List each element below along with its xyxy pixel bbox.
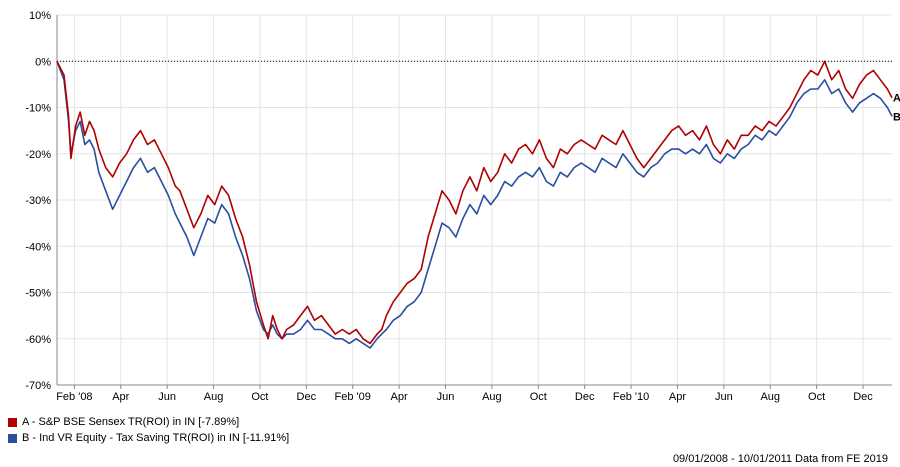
y-tick-label: -60% xyxy=(25,334,51,346)
y-tick-label: -40% xyxy=(25,241,51,253)
x-tick-label: Dec xyxy=(297,391,317,403)
x-tick-label: Aug xyxy=(760,391,780,403)
legend-swatch-b xyxy=(8,433,17,443)
grid-layer xyxy=(57,14,892,386)
x-tick-label: Jun xyxy=(715,391,733,403)
x-tick-label: Oct xyxy=(808,391,825,403)
y-tick-label: -50% xyxy=(25,288,51,300)
series-end-label-b: B xyxy=(893,111,900,123)
x-tick-label: Feb '10 xyxy=(613,391,649,403)
y-tick-label: 10% xyxy=(29,10,51,22)
axis-layer xyxy=(56,15,892,389)
series-end-label-a: A xyxy=(893,93,900,105)
x-tick-label: Oct xyxy=(251,391,268,403)
x-tick-label: Aug xyxy=(482,391,502,403)
series-line-a xyxy=(56,60,893,345)
legend-item-a: A - S&P BSE Sensex TR(ROI) in IN [-7.89%… xyxy=(8,414,289,430)
series-line-b xyxy=(56,61,893,349)
y-tick-label: -70% xyxy=(25,380,51,392)
x-tick-label: Feb '09 xyxy=(335,391,371,403)
footer-date-range: 09/01/2008 - 10/01/2011 Data from FE 201… xyxy=(672,453,888,465)
legend: A - S&P BSE Sensex TR(ROI) in IN [-7.89%… xyxy=(8,414,289,446)
legend-label-a: A - S&P BSE Sensex TR(ROI) in IN [-7.89%… xyxy=(22,416,240,428)
x-tick-label: Aug xyxy=(204,391,224,403)
y-tick-label: -20% xyxy=(25,149,51,161)
x-tick-label: Apr xyxy=(391,391,408,403)
x-tick-label: Dec xyxy=(575,391,595,403)
y-tick-label: -10% xyxy=(25,103,51,115)
series-layer xyxy=(56,60,893,349)
x-tick-label: Apr xyxy=(669,391,686,403)
legend-item-b: B - Ind VR Equity - Tax Saving TR(ROI) i… xyxy=(8,430,289,446)
x-tick-label: Oct xyxy=(530,391,547,403)
x-tick-label: Jun xyxy=(437,391,455,403)
legend-swatch-a xyxy=(8,417,17,427)
y-tick-label: -30% xyxy=(25,195,51,207)
x-tick-label: Dec xyxy=(853,391,873,403)
x-tick-label: Jun xyxy=(158,391,176,403)
legend-label-b: B - Ind VR Equity - Tax Saving TR(ROI) i… xyxy=(22,432,290,444)
x-tick-label: Apr xyxy=(112,391,129,403)
y-tick-label: 0% xyxy=(35,56,51,68)
x-tick-label: Feb '08 xyxy=(56,391,92,403)
label-layer: 10% 0% -10% -20% -30% -40% -50% -60% -70% Feb '08… xyxy=(25,10,900,403)
